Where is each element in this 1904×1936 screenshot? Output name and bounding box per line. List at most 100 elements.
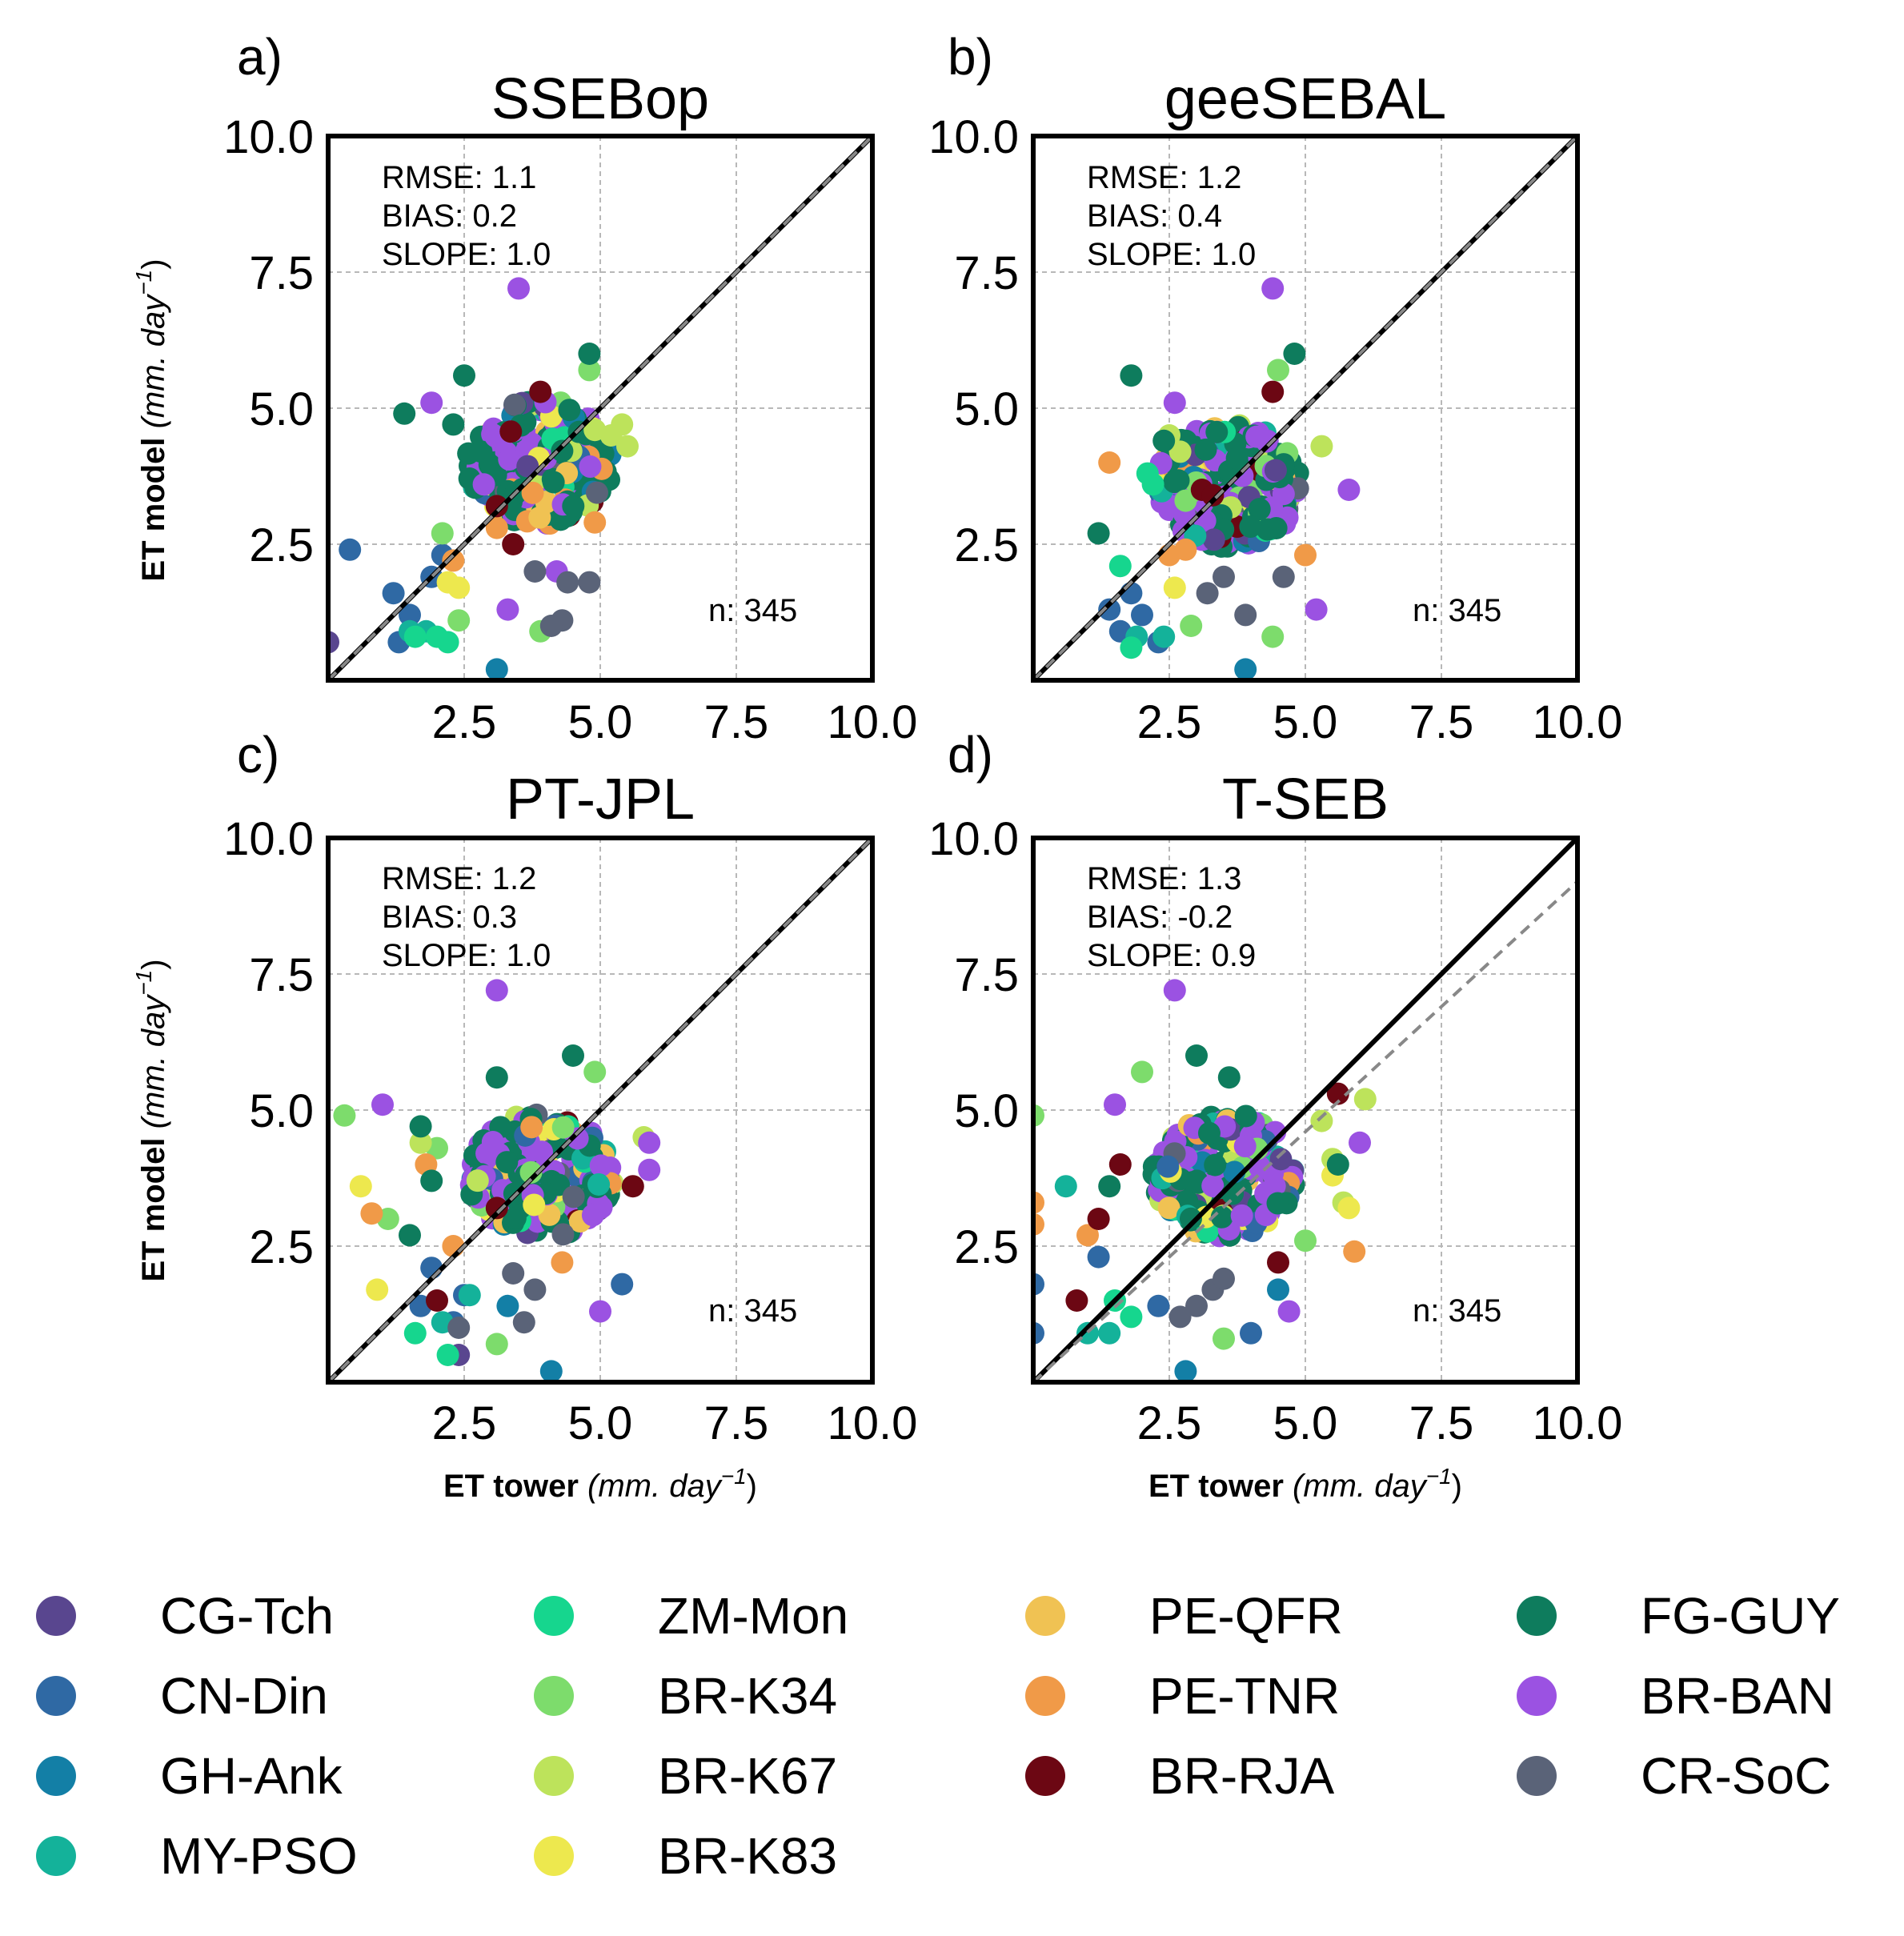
y-tick-label: 5.0 — [954, 1085, 1019, 1137]
y-tick-label: 7.5 — [954, 247, 1019, 299]
scatter-point — [1168, 1305, 1192, 1329]
legend-item: BR-K34 — [534, 1667, 837, 1725]
scatter-point — [1174, 538, 1197, 561]
y-tick-label: 10.0 — [928, 111, 1019, 163]
legend-marker — [534, 1596, 574, 1636]
scatter-point — [1217, 1066, 1241, 1089]
legend-item: CR-SoC — [1517, 1747, 1831, 1805]
scatter-point — [1201, 483, 1225, 507]
scatter-point — [512, 1311, 535, 1334]
fit-line — [1033, 880, 1577, 1382]
scatter-point — [485, 495, 508, 518]
x-tick-label: 2.5 — [1137, 1397, 1202, 1449]
legend-marker — [36, 1836, 76, 1876]
scatter-point — [611, 1273, 634, 1296]
x-tick-labels: 2.5 5.0 7.5 10.0 — [432, 1397, 918, 1449]
scatter-point — [1180, 615, 1203, 637]
scatter-point — [578, 571, 601, 594]
scatter-point — [1033, 1273, 1044, 1296]
scatter-point — [328, 631, 339, 654]
panel-title: PT-JPL — [506, 768, 695, 832]
scatter-point — [1120, 1305, 1143, 1329]
legend-label: FG-GUY — [1641, 1587, 1840, 1645]
scatter-point — [562, 1185, 585, 1208]
legend-label: CG-Tch — [160, 1587, 334, 1645]
stat-n: n: 345 — [708, 593, 797, 628]
y-tick-label: 7.5 — [249, 247, 314, 299]
scatter-point — [589, 1154, 612, 1177]
scatter-point — [616, 435, 639, 458]
scatter-point — [371, 1093, 394, 1116]
scatter-point — [583, 511, 607, 534]
scatter-point — [1256, 518, 1279, 541]
y-tick-label: 7.5 — [954, 949, 1019, 1001]
scatter-point — [1261, 625, 1285, 648]
stat-bias: BIAS: 0.2 — [382, 198, 517, 234]
scatter-point — [496, 598, 519, 621]
y-tick-label: 2.5 — [249, 1221, 314, 1273]
scatter-point — [1277, 1300, 1301, 1323]
scatter-point — [1197, 1121, 1221, 1144]
legend-item: FG-GUY — [1517, 1587, 1840, 1645]
reference-lines — [1033, 136, 1577, 680]
scatter-point — [1267, 1251, 1289, 1274]
scatter-point — [1185, 1294, 1208, 1317]
scatter-point — [447, 576, 471, 599]
legend-label: CN-Din — [160, 1667, 328, 1725]
scatter-point — [1326, 1153, 1349, 1176]
scatter-point — [496, 1294, 519, 1317]
scatter-point — [1349, 1131, 1371, 1154]
legend-label: MY-PSO — [160, 1827, 358, 1885]
scatter-point — [638, 1158, 661, 1181]
legend-label: BR-K34 — [658, 1667, 837, 1725]
legend-marker — [1025, 1596, 1065, 1636]
legend-item: BR-BAN — [1517, 1667, 1834, 1725]
scatter-point — [1240, 1321, 1262, 1345]
scatter-point — [1033, 1321, 1044, 1345]
y-tick-labels: 2.5 5.0 7.5 10.0 — [928, 813, 1019, 1273]
y-tick-label: 2.5 — [954, 519, 1019, 571]
panel-b: b) geeSEBAL RMSE: 1.2 BIAS: 0.4 SLOPE: 1… — [928, 28, 1622, 748]
legend-label: PE-TNR — [1149, 1667, 1340, 1725]
panel-a: a) SSEBop RMSE: 1.1 BIAS: 0.2 SLOPE: 1.0… — [131, 28, 917, 748]
scatter-point — [1202, 528, 1225, 551]
scatter-point — [621, 1175, 644, 1198]
scatter-point — [551, 1116, 575, 1139]
scatter-point — [529, 380, 552, 403]
scatter-point — [458, 1284, 481, 1307]
legend-marker — [1517, 1676, 1557, 1716]
scatter-points — [333, 979, 661, 1382]
scatter-point — [523, 560, 547, 583]
x-tick-label: 10.0 — [828, 1397, 918, 1449]
y-tick-label: 5.0 — [249, 1085, 314, 1137]
panel-c: c) PT-JPL RMSE: 1.2 BIAS: 0.3 SLOPE: 1.0… — [131, 726, 917, 1504]
x-tick-label: 5.0 — [1273, 1397, 1338, 1449]
scatter-point — [1098, 1321, 1121, 1345]
legend-label: BR-K83 — [658, 1827, 837, 1885]
panel-title: T-SEB — [1222, 768, 1389, 832]
legend-marker — [534, 1836, 574, 1876]
scatter-point — [502, 533, 525, 555]
scatter-point — [453, 364, 475, 387]
scatter-point — [1267, 359, 1289, 382]
scatter-point — [409, 1131, 432, 1154]
y-tick-label: 7.5 — [249, 949, 314, 1001]
legend: CG-Tch CN-Din GH-Ank MY-PSO ZM-Mon BR-K34 BR-K… — [36, 1587, 1840, 1885]
scatter-point — [1185, 1044, 1208, 1067]
scatter-point — [1163, 576, 1186, 599]
scatter-point — [1261, 277, 1285, 300]
scatter-point — [638, 1131, 661, 1154]
legend-marker — [1517, 1596, 1557, 1636]
scatter-point — [499, 420, 523, 443]
scatter-point — [426, 1289, 448, 1312]
scatter-point — [587, 1172, 611, 1196]
y-tick-labels: 2.5 5.0 7.5 10.0 — [223, 111, 314, 571]
x-tick-label: 5.0 — [1273, 696, 1338, 748]
scatter-point — [495, 1151, 519, 1174]
legend-label: BR-BAN — [1641, 1667, 1834, 1725]
scatter-point — [1210, 1205, 1233, 1229]
y-tick-labels: 2.5 5.0 7.5 10.0 — [928, 111, 1019, 571]
scatter-point — [578, 343, 601, 365]
scatter-point — [1213, 1267, 1235, 1290]
panel-label: a) — [237, 28, 283, 86]
